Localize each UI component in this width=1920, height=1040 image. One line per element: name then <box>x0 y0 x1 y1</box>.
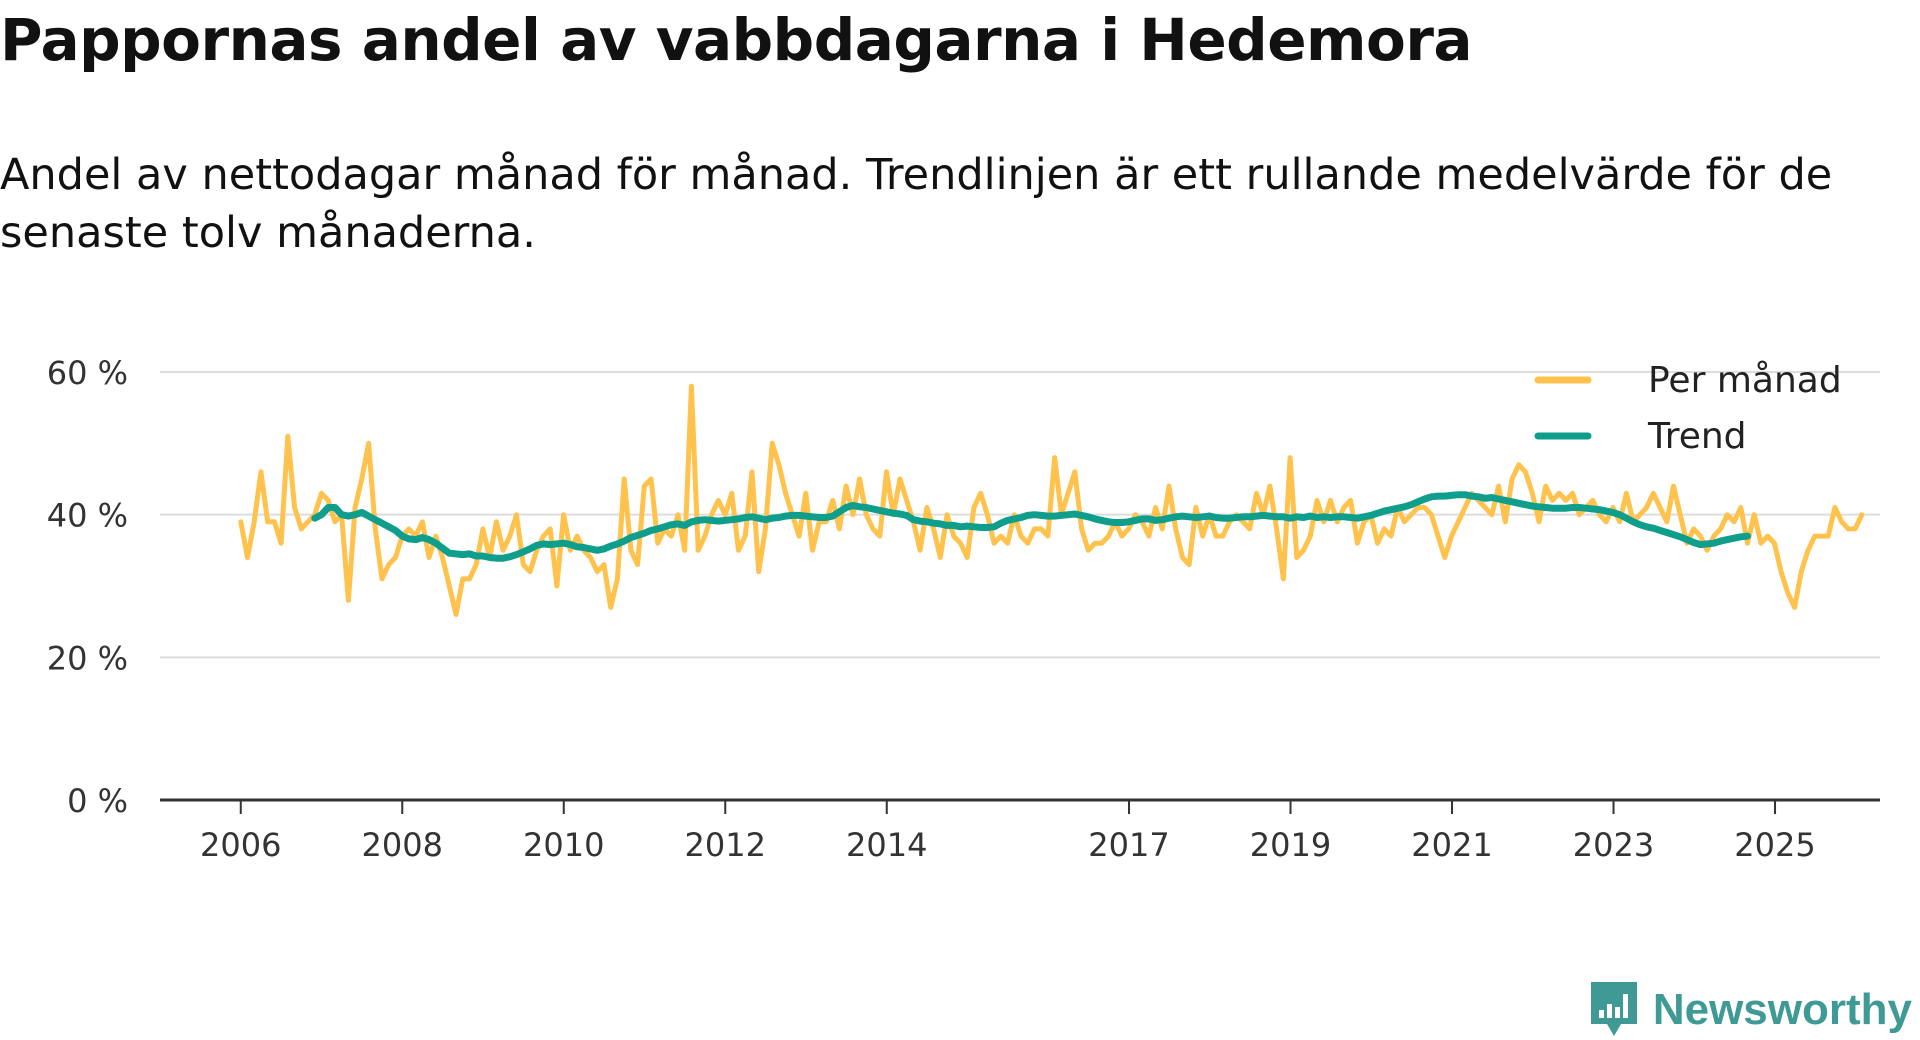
newsworthy-logo: Newsworthy <box>1589 980 1912 1040</box>
series-line-monthly <box>238 383 1865 617</box>
x-tick-label: 2019 <box>1250 826 1331 864</box>
legend-label-monthly: Per månad <box>1648 360 1842 401</box>
bar-chart-badge-icon <box>1590 982 1637 1036</box>
x-tick-label: 2010 <box>523 826 604 864</box>
chart-title: Pappornas andel av vabbdagarna i Hedemor… <box>0 6 1473 74</box>
line-chart: 0 % 20 % 40 % 60 % 2006 2008 2010 2012 2014 2017… <box>47 354 1880 864</box>
series-line-trend <box>311 491 1751 562</box>
x-tick-label: 2006 <box>200 826 281 864</box>
x-tick-label: 2025 <box>1734 826 1815 864</box>
x-tick-label: 2012 <box>685 826 766 864</box>
x-axis: 2006 2008 2010 2012 2014 2017 2019 2021 2023 2025 <box>160 798 1880 864</box>
x-tick-label: 2008 <box>362 826 443 864</box>
chart-subtitle: Andel av nettodagar månad för månad. Tre… <box>0 150 1833 258</box>
legend: Per månad Trend <box>1534 360 1842 457</box>
x-tick-label: 2014 <box>846 826 927 864</box>
y-tick-label: 0 % <box>67 782 128 820</box>
y-axis-ticks: 0 % 20 % 40 % 60 % <box>47 354 128 820</box>
y-tick-label: 40 % <box>47 497 128 535</box>
brand-name: Newsworthy <box>1652 985 1912 1034</box>
legend-label-trend: Trend <box>1647 416 1747 457</box>
series-lines <box>238 383 1865 617</box>
x-tick-label: 2017 <box>1088 826 1169 864</box>
y-tick-label: 60 % <box>47 354 128 392</box>
y-tick-label: 20 % <box>47 639 128 677</box>
x-tick-label: 2021 <box>1411 826 1492 864</box>
x-tick-label: 2023 <box>1573 826 1654 864</box>
